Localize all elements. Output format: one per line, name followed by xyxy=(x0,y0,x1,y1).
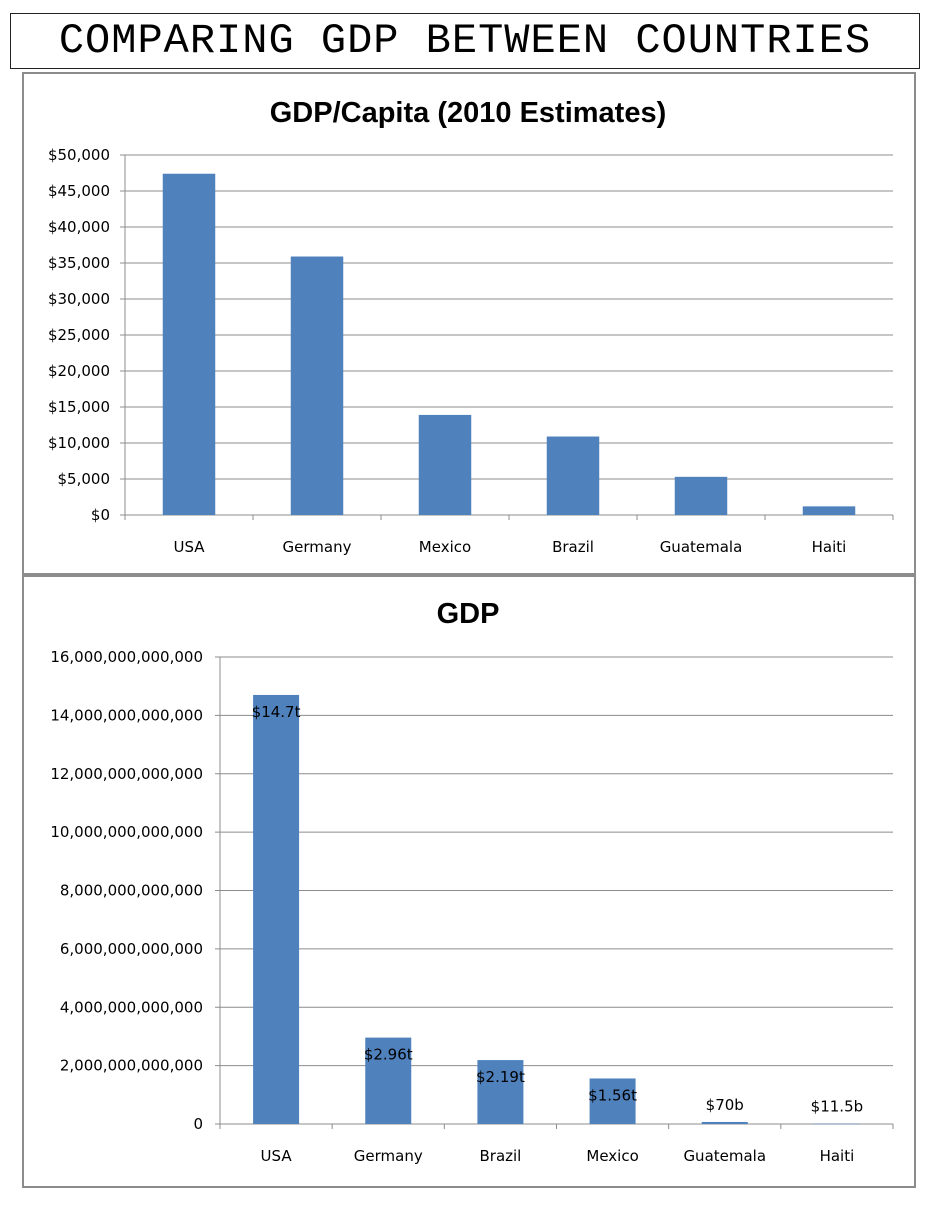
y-tick-label: $45,000 xyxy=(48,182,110,200)
y-tick-label: 4,000,000,000,000 xyxy=(60,998,203,1016)
y-tick-label: $40,000 xyxy=(48,218,110,236)
category-label: Germany xyxy=(354,1147,423,1165)
category-label: Mexico xyxy=(586,1147,638,1165)
category-label: Guatemala xyxy=(660,538,743,556)
data-label: $11.5b xyxy=(811,1098,863,1116)
bar-mexico xyxy=(589,1078,636,1124)
y-tick-label: $0 xyxy=(91,506,110,524)
category-label: Brazil xyxy=(479,1147,521,1165)
bar-germany xyxy=(290,256,344,515)
y-tick-label: 2,000,000,000,000 xyxy=(60,1057,203,1075)
category-label: Brazil xyxy=(552,538,594,556)
category-label: Germany xyxy=(283,538,352,556)
y-tick-label: 16,000,000,000,000 xyxy=(50,648,203,666)
y-tick-label: 12,000,000,000,000 xyxy=(50,765,203,783)
category-label: Haiti xyxy=(812,538,847,556)
data-label: $70b xyxy=(706,1096,744,1114)
y-tick-label: 10,000,000,000,000 xyxy=(50,823,203,841)
y-tick-label: 14,000,000,000,000 xyxy=(50,706,203,724)
y-tick-label: $15,000 xyxy=(48,398,110,416)
y-tick-label: $20,000 xyxy=(48,362,110,380)
y-tick-label: $10,000 xyxy=(48,434,110,452)
y-tick-label: $30,000 xyxy=(48,290,110,308)
y-tick-label: 6,000,000,000,000 xyxy=(60,940,203,958)
category-label: Haiti xyxy=(820,1147,855,1165)
gdp-chart-frame xyxy=(22,575,916,1188)
y-tick-label: $5,000 xyxy=(58,470,111,488)
y-tick-label: $35,000 xyxy=(48,254,110,272)
data-label: $2.19t xyxy=(476,1068,525,1086)
category-label: Guatemala xyxy=(683,1147,766,1165)
y-tick-label: $50,000 xyxy=(48,146,110,164)
bar-brazil xyxy=(477,1060,524,1124)
bar-haiti xyxy=(802,506,856,515)
category-label: USA xyxy=(173,538,205,556)
bar-guatemala xyxy=(674,476,728,515)
bar-usa xyxy=(253,694,300,1124)
bar-usa xyxy=(162,173,216,515)
bar-haiti xyxy=(813,1123,860,1125)
bar-brazil xyxy=(546,436,600,515)
bar-guatemala xyxy=(701,1121,748,1124)
category-label: Mexico xyxy=(419,538,471,556)
y-tick-label: 8,000,000,000,000 xyxy=(60,882,203,900)
page-title: COMPARING GDP BETWEEN COUNTRIES xyxy=(10,13,920,69)
chart-title: GDP/Capita (2010 Estimates) xyxy=(270,97,666,129)
chart-title: GDP xyxy=(437,598,500,630)
category-label: USA xyxy=(261,1147,293,1165)
y-tick-label: 0 xyxy=(193,1115,203,1133)
bar-mexico xyxy=(418,414,472,515)
y-tick-label: $25,000 xyxy=(48,326,110,344)
data-label: $2.96t xyxy=(364,1046,413,1064)
data-label: $1.56t xyxy=(588,1086,637,1104)
bar-germany xyxy=(365,1037,412,1124)
data-label: $14.7t xyxy=(252,703,301,721)
